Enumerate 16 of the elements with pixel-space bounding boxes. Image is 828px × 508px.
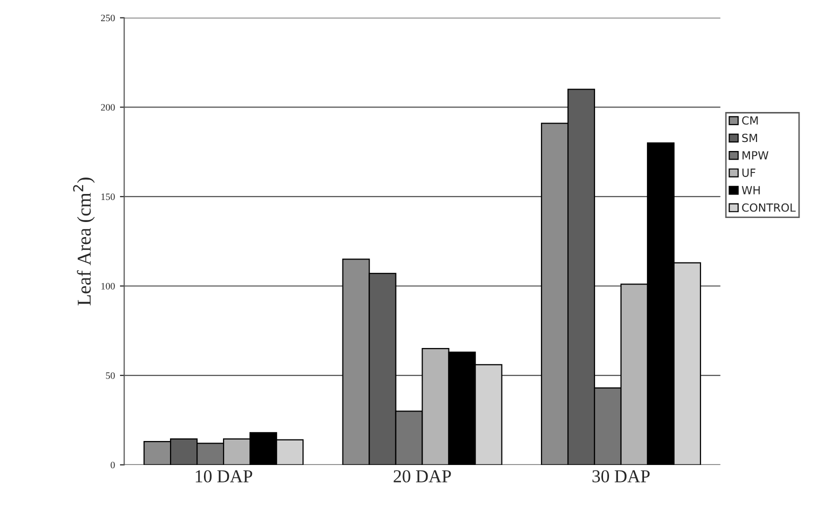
x-tick-label: 20 DAP — [394, 470, 451, 482]
y-tick-label: 100 — [101, 282, 115, 290]
y-axis-title: Leaf Area (cm$^{2}$) — [73, 178, 95, 306]
legend-label: UF — [742, 168, 756, 177]
y-tick-label: 50 — [106, 372, 115, 379]
legend-label: CONTROL — [742, 203, 796, 212]
x-tick-label: 10 DAP — [196, 470, 252, 482]
x-tick-label: 30 DAP — [592, 470, 650, 482]
legend-label: SM — [742, 134, 758, 142]
y-tick-label: 0 — [110, 462, 115, 468]
y-tick-label: 200 — [101, 104, 115, 111]
legend-label: MPW — [742, 151, 768, 160]
y-tick-label: 150 — [101, 194, 115, 200]
legend-label: CM — [742, 116, 758, 125]
y-tick-label: 250 — [101, 14, 115, 22]
legend-label: WH — [742, 186, 760, 194]
